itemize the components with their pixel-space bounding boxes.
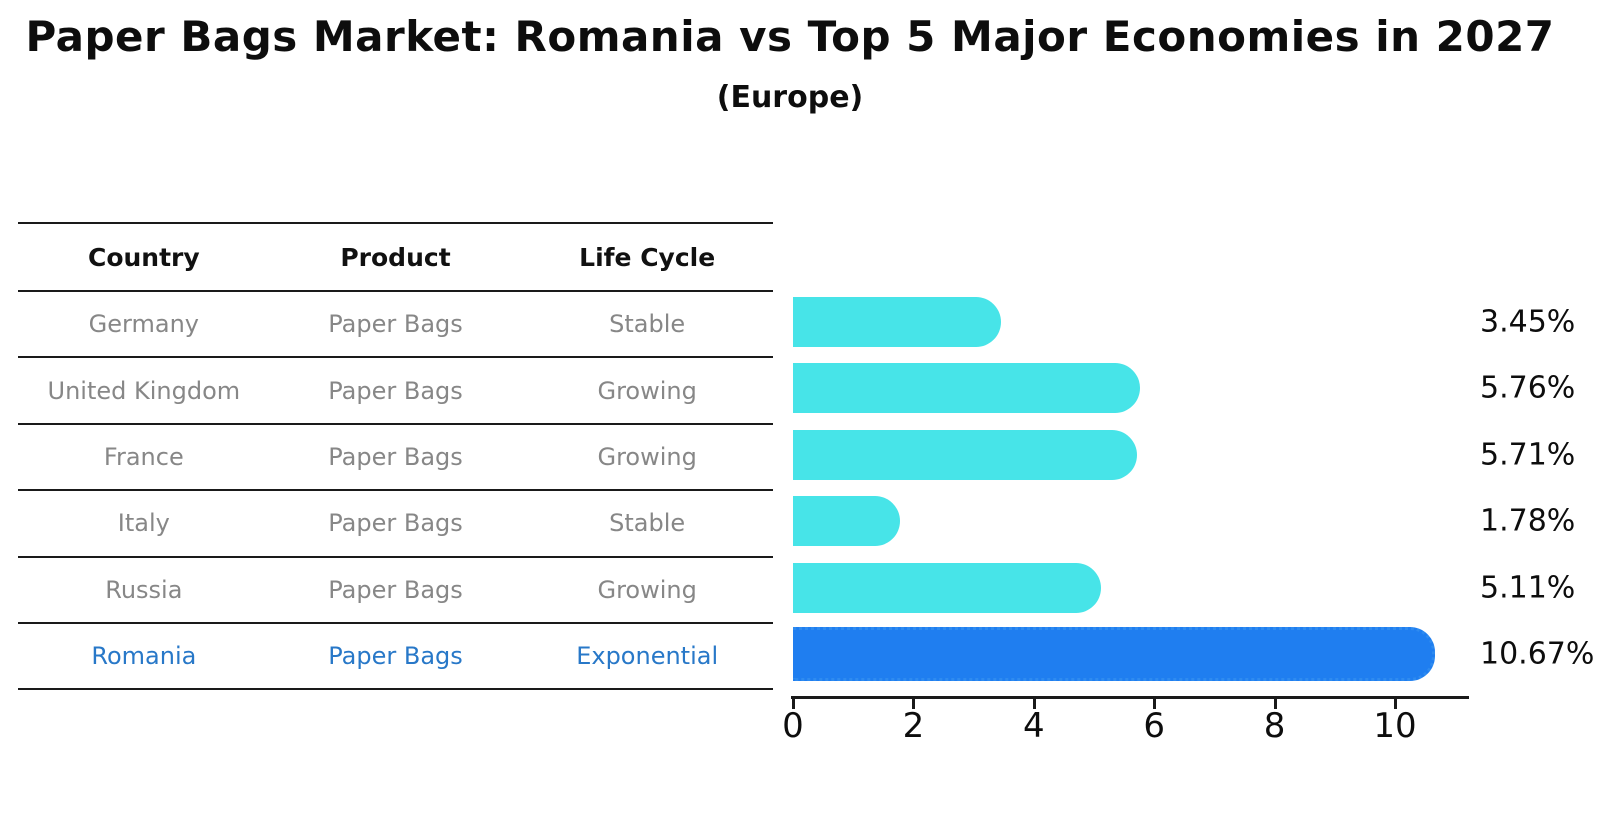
x-tick-10 (1394, 699, 1397, 709)
cell-life_cycle: Stable (609, 310, 686, 339)
value-label-italy: 1.78% (1480, 503, 1576, 539)
cell-life_cycle: Exponential (576, 642, 719, 671)
cell-country: France (103, 442, 184, 471)
x-axis-line (791, 696, 1469, 699)
bar-russia (793, 562, 1101, 613)
value-label-united-kingdom: 5.76% (1480, 370, 1576, 406)
table-row-germany: Germany Paper Bags Stable (18, 292, 773, 359)
x-tick-6 (1153, 699, 1157, 709)
x-tick-label-4: 4 (1022, 706, 1045, 746)
table-header-life_cycle: Life Cycle (579, 242, 716, 272)
x-tick-label-6: 6 (1143, 706, 1165, 746)
value-label-germany: 3.45% (1480, 304, 1576, 340)
table-header-country: Country (87, 242, 200, 272)
table-header-row: Country Product Life Cycle (18, 222, 773, 292)
bar-romania (793, 627, 1436, 681)
x-tick-label-10: 10 (1373, 706, 1417, 746)
x-tick-label-2: 2 (902, 706, 925, 746)
x-tick-4 (1032, 699, 1036, 709)
table-body: Germany Paper Bags Stable United Kingdom Pap… (18, 292, 773, 691)
x-tick-label-0: 0 (782, 706, 804, 746)
bar-united-kingdom (793, 363, 1140, 414)
x-tick-8 (1273, 699, 1277, 709)
chart-subtitle: (Europe) (716, 80, 864, 115)
value-label-russia: 5.11% (1480, 570, 1576, 606)
x-tick-0 (792, 699, 795, 709)
table-row-italy: Italy Paper Bags Stable (18, 491, 773, 558)
cell-life_cycle: Stable (609, 509, 686, 538)
table-header-product: Product (340, 242, 451, 272)
bar-germany (793, 297, 1001, 347)
cell-product: Paper Bags (328, 642, 463, 671)
cell-country: Russia (105, 575, 183, 604)
cell-country: Italy (117, 509, 170, 538)
table-row-france: France Paper Bags Growing (18, 425, 773, 492)
x-tick-label-8: 8 (1263, 706, 1286, 746)
x-tick-2 (912, 699, 916, 709)
cell-country: United Kingdom (47, 376, 241, 405)
cell-life_cycle: Growing (597, 575, 697, 604)
country-table: Country Product Life Cycle Germany Paper Ba… (18, 222, 773, 691)
table-row-russia: Russia Paper Bags Growing (18, 558, 773, 624)
cell-product: Paper Bags (328, 310, 463, 339)
value-label-france: 5.71% (1480, 437, 1576, 473)
value-label-romania: 10.67% (1480, 636, 1595, 672)
bar-italy (793, 496, 901, 547)
cell-country: Romania (91, 642, 197, 671)
chart-title: Paper Bags Market: Romania vs Top 5 Majo… (25, 12, 1555, 61)
cell-product: Paper Bags (328, 575, 463, 604)
cell-country: Germany (88, 310, 199, 339)
cell-product: Paper Bags (328, 509, 463, 538)
cell-life_cycle: Growing (597, 442, 697, 471)
cell-product: Paper Bags (328, 442, 463, 471)
table-row-united-kingdom: United Kingdom Paper Bags Growing (18, 358, 773, 425)
cell-product: Paper Bags (328, 376, 463, 405)
cell-life_cycle: Growing (597, 376, 697, 405)
bar-france (793, 429, 1137, 480)
table-row-romania: Romania Paper Bags Exponential (18, 624, 773, 691)
